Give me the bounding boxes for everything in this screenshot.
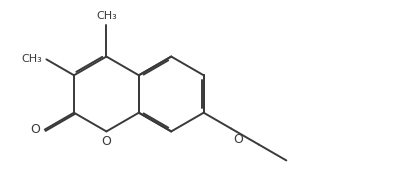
Text: CH₃: CH₃: [22, 54, 42, 64]
Text: O: O: [233, 133, 243, 145]
Text: O: O: [101, 135, 111, 148]
Text: O: O: [30, 123, 40, 136]
Text: CH₃: CH₃: [96, 11, 117, 21]
